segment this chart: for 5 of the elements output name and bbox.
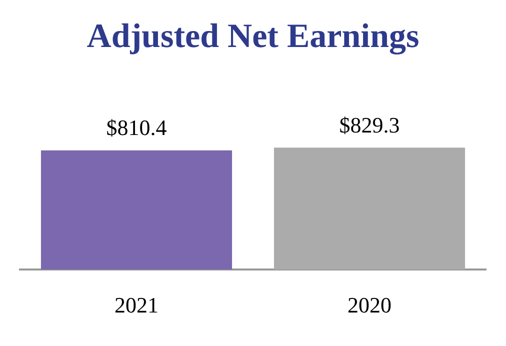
data-label: $829.3	[339, 112, 400, 138]
x-tick-label: 2020	[348, 292, 392, 318]
chart-title: Adjusted Net Earnings	[86, 18, 420, 56]
data-label: $810.4	[106, 115, 167, 140]
x-tick-label: 2021	[114, 292, 158, 318]
